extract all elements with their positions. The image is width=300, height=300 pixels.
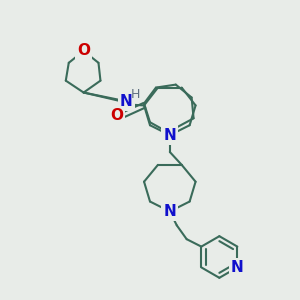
Text: O: O: [77, 44, 90, 59]
Text: N: N: [120, 94, 133, 109]
Text: N: N: [164, 204, 176, 219]
Text: O: O: [110, 108, 123, 123]
Text: N: N: [231, 260, 244, 275]
Text: H: H: [130, 88, 140, 101]
Text: N: N: [164, 128, 176, 142]
